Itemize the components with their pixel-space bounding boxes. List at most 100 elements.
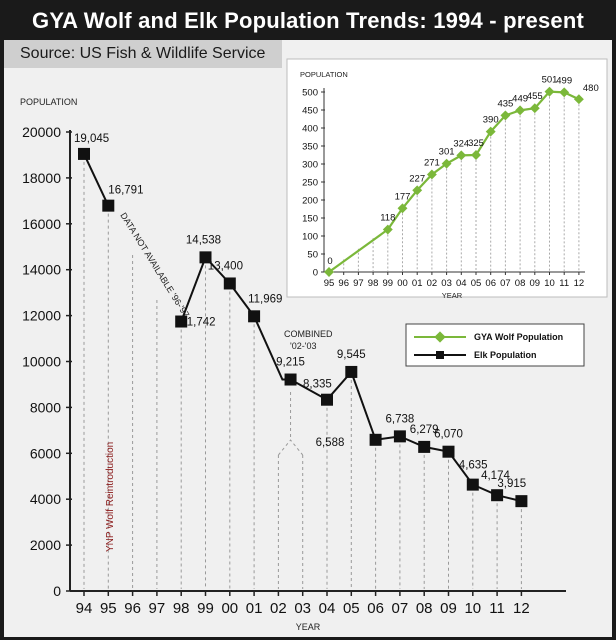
wolf-data-label: 325 — [468, 138, 484, 149]
elk-data-label: 8,335 — [303, 379, 332, 391]
wolf-x-tick-label: 02 — [427, 278, 438, 289]
elk-data-label: 3,915 — [497, 478, 526, 490]
elk-x-tick-label: 00 — [221, 600, 238, 617]
wolf-data-label: 480 — [583, 83, 599, 94]
elk-point-marker — [199, 251, 212, 264]
wolf-y-tick-label: 350 — [302, 142, 318, 153]
elk-point-marker — [442, 445, 455, 458]
legend-wolf-swatch-marker — [434, 331, 446, 343]
wolf-x-tick-label: 09 — [530, 278, 541, 289]
elk-x-tick-label: 03 — [294, 600, 311, 617]
wolf-x-tick-label: 05 — [471, 278, 482, 289]
elk-data-label: 6,588 — [316, 437, 345, 449]
wolf-y-tick-label: 150 — [302, 214, 318, 225]
elk-data-label: 6,279 — [410, 424, 439, 436]
wolf-y-tick-label: 250 — [302, 178, 318, 189]
elk-y-axis-label: POPULATION — [20, 97, 77, 107]
wolf-x-tick-label: 04 — [456, 278, 467, 289]
wolf-x-tick-label: 11 — [559, 278, 569, 289]
elk-point-marker — [345, 365, 358, 378]
elk-point-marker — [284, 373, 297, 386]
elk-point-marker — [393, 430, 406, 443]
wolf-x-tick-label: 96 — [338, 278, 349, 289]
elk-dropline-layer — [83, 161, 522, 589]
wolf-data-label: 177 — [395, 191, 411, 202]
elk-point-marker — [466, 478, 479, 491]
legend-box — [405, 323, 585, 367]
wolf-dropline-layer — [343, 96, 580, 271]
combined-note-line1: COMBINED — [284, 329, 333, 339]
elk-point-marker — [515, 495, 528, 508]
wolf-y-tick-label: 0 — [313, 268, 318, 279]
elk-y-tick-label: 2000 — [30, 537, 61, 553]
wolf-x-tick-label: 98 — [368, 278, 379, 289]
wolf-data-label: 324 — [453, 138, 469, 149]
wolf-point-marker — [471, 150, 481, 160]
elk-data-label: 11,969 — [248, 293, 282, 305]
source-text: Source: US Fish & Wildlife Service — [20, 45, 266, 62]
wolf-point-marker — [426, 169, 437, 180]
wolf-data-label: 0 — [327, 256, 332, 267]
elk-x-tick-label: 01 — [246, 600, 263, 617]
elk-x-tick-label: 96 — [124, 600, 141, 617]
elk-x-tick-label: 94 — [76, 600, 93, 617]
elk-x-axis-label: YEAR — [296, 622, 321, 632]
elk-data-label: 6,738 — [386, 413, 415, 425]
elk-point-marker — [321, 393, 333, 406]
wolf-data-label: 390 — [483, 115, 499, 126]
wolf-point-marker — [573, 94, 584, 105]
source-band — [4, 40, 282, 68]
elk-y-tick-label: 16000 — [22, 216, 61, 232]
elk-y-tick-label: 10000 — [22, 354, 61, 370]
elk-point-marker — [369, 433, 382, 446]
wolf-x-tick-label: 99 — [383, 278, 394, 289]
elk-data-label: 6,070 — [434, 429, 463, 441]
wolf-data-label: 501 — [542, 75, 558, 86]
elk-y-tick-label: 14000 — [22, 262, 61, 278]
wolf-data-label: 449 — [512, 93, 528, 104]
wolf-data-label: 227 — [409, 173, 425, 184]
legend-elk-swatch-marker — [436, 351, 444, 359]
wolf-x-tick-label: 12 — [574, 278, 585, 289]
wolf-point-marker — [559, 87, 570, 98]
combined-note-line2: '02-'03 — [290, 341, 316, 351]
elk-x-tick-label: 05 — [343, 600, 360, 617]
elk-axes: 0200040006000800010000120001400016000180… — [22, 124, 566, 617]
elk-point-marker — [418, 440, 431, 453]
elk-x-tick-label: 98 — [173, 600, 190, 617]
elk-point-marker — [175, 315, 188, 328]
elk-y-tick-label: 18000 — [22, 170, 61, 186]
elk-point-marker — [102, 199, 115, 212]
elk-x-tick-label: 99 — [197, 600, 214, 617]
wolf-point-marker — [441, 158, 452, 169]
chart-title: GYA Wolf and Elk Population Trends: 1994… — [32, 8, 584, 33]
wolf-point-marker — [485, 126, 496, 137]
data-not-available-note: DATA NOT AVAILABLE '96-'97 — [118, 211, 191, 319]
elk-y-tick-label: 4000 — [30, 491, 61, 507]
legend-wolf-label: GYA Wolf Population — [474, 332, 563, 342]
wolf-point-marker — [529, 103, 540, 114]
elk-y-tick-label: 6000 — [30, 445, 61, 461]
wolf-point-marker — [515, 105, 526, 116]
wolf-x-axis-label: YEAR — [442, 291, 463, 300]
elk-x-tick-label: 97 — [149, 600, 166, 617]
elk-x-tick-label: 06 — [367, 600, 384, 617]
wolf-point-marker — [397, 203, 408, 214]
elk-x-tick-label: 95 — [100, 600, 117, 617]
wolf-data-label: 499 — [556, 75, 572, 86]
legend: GYA Wolf Population Elk Population — [405, 323, 585, 367]
wolf-x-tick-label: 08 — [515, 278, 526, 289]
wolf-x-tick-label: 97 — [353, 278, 364, 289]
wolf-y-axis-label: POPULATION — [300, 70, 348, 79]
wolf-x-tick-label: 00 — [397, 278, 408, 289]
wolf-y-tick-label: 450 — [302, 106, 318, 117]
wolf-x-tick-label: 06 — [485, 278, 496, 289]
elk-x-tick-label: 04 — [319, 600, 336, 617]
wolf-point-marker — [544, 86, 555, 97]
elk-data-label: 9,215 — [276, 357, 305, 369]
elk-combined-bracket — [278, 439, 304, 456]
elk-y-tick-label: 0 — [53, 583, 61, 599]
